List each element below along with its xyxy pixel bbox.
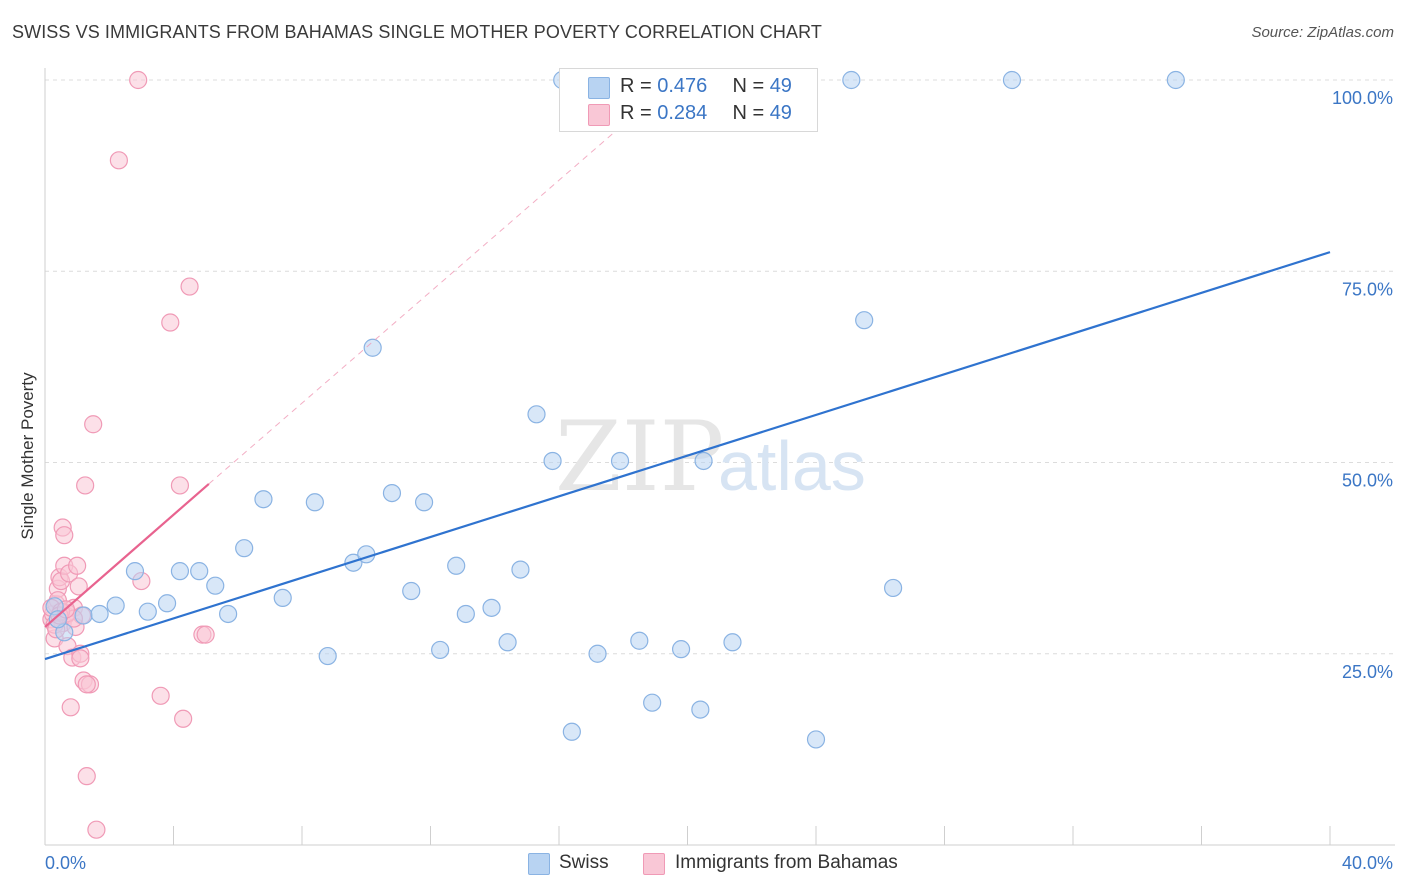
- source-credit: Source: ZipAtlas.com: [1251, 24, 1394, 41]
- chart-title: SWISS VS IMMIGRANTS FROM BAHAMAS SINGLE …: [12, 22, 822, 42]
- bahamas-point: [69, 577, 88, 596]
- swiss-point: [806, 730, 826, 749]
- bahamas-point: [55, 526, 74, 545]
- swiss-point: [447, 556, 466, 575]
- bahamas-point: [109, 151, 128, 170]
- swiss-point: [219, 604, 238, 624]
- swiss-point: [610, 451, 630, 471]
- swiss-point: [723, 633, 742, 652]
- swiss-point: [273, 588, 292, 608]
- swiss-point: [125, 562, 145, 581]
- bahamas-trend-line: [44, 483, 210, 628]
- swiss-point: [671, 640, 691, 659]
- bahamas-point: [196, 625, 215, 644]
- swiss-point: [170, 562, 190, 581]
- swiss-point: [498, 633, 517, 652]
- y-tick-label-50: 50.0%: [1342, 471, 1393, 491]
- swiss-point: [431, 640, 450, 660]
- swiss-point: [138, 602, 157, 621]
- swiss-point: [106, 596, 125, 615]
- swiss-r-value: 0.476: [657, 75, 708, 97]
- swiss-point: [588, 644, 607, 663]
- bahamas-n-label: N =: [732, 102, 765, 124]
- tick-labels: 25.0% 50.0% 75.0% 100.0% 0.0% 40.0%: [45, 88, 1393, 873]
- swiss-point: [74, 606, 93, 625]
- swiss-point: [206, 576, 225, 595]
- swiss-point: [630, 631, 649, 650]
- axis-layer: [44, 68, 1395, 846]
- swiss-point: [883, 578, 903, 598]
- swiss-point: [414, 493, 434, 512]
- bahamas-point: [161, 313, 180, 332]
- y-axis-label: Single Mother Poverty: [18, 372, 37, 540]
- swiss-point: [527, 405, 546, 424]
- bahamas-r-value: 0.284: [657, 102, 708, 124]
- swiss-point: [562, 722, 581, 741]
- bahamas-stats-row: R = 0.284 N = 49: [620, 102, 792, 124]
- swiss-swatch: [588, 77, 610, 99]
- swiss-point: [855, 311, 874, 330]
- bahamas-n-value: 49: [769, 102, 792, 124]
- bahamas-r-label: R =: [620, 102, 652, 124]
- swiss-point: [482, 598, 501, 617]
- swiss-r-label: R =: [620, 75, 652, 97]
- bahamas-point: [76, 476, 95, 495]
- bahamas-point: [77, 767, 96, 786]
- swiss-point: [643, 693, 662, 712]
- bahamas-point: [129, 70, 148, 90]
- bahamas-swatch: [588, 104, 610, 126]
- swiss-point: [254, 490, 273, 509]
- swiss-points: [45, 70, 1185, 749]
- swiss-point: [1002, 70, 1022, 90]
- bahamas-point: [84, 415, 103, 434]
- swiss-point: [382, 484, 402, 503]
- bahamas-point: [77, 675, 96, 694]
- bahamas-point: [170, 476, 190, 495]
- legend-swiss-swatch: [528, 853, 550, 875]
- x-tick-label-max: 40.0%: [1342, 853, 1393, 873]
- bahamas-points: [42, 70, 215, 839]
- swiss-point: [456, 604, 475, 624]
- bahamas-trend-extension: [208, 110, 640, 485]
- bahamas-point: [174, 709, 193, 728]
- watermark-atlas: atlas: [718, 427, 866, 505]
- swiss-point: [691, 700, 710, 719]
- trend-layer: [44, 110, 1331, 661]
- legend-swiss-label: Swiss: [559, 852, 609, 873]
- swiss-point: [344, 553, 363, 572]
- swiss-point: [511, 560, 530, 579]
- swiss-point: [318, 646, 337, 666]
- swiss-n-label: N =: [732, 75, 765, 97]
- swiss-point: [402, 581, 421, 601]
- bahamas-point: [180, 277, 199, 296]
- swiss-point: [842, 70, 861, 90]
- legend-bahamas-swatch: [643, 853, 665, 875]
- swiss-point: [1166, 70, 1185, 90]
- y-tick-label-100: 100.0%: [1332, 88, 1393, 108]
- swiss-point: [305, 493, 324, 512]
- y-tick-label-75: 75.0%: [1342, 279, 1393, 299]
- bahamas-point: [151, 686, 170, 705]
- bahamas-point: [87, 820, 106, 839]
- y-tick-label-25: 25.0%: [1342, 662, 1393, 682]
- swiss-trend-line: [44, 251, 1331, 661]
- swiss-stats-row: R = 0.476 N = 49: [620, 75, 792, 97]
- swiss-point: [157, 594, 177, 613]
- swiss-point: [90, 604, 109, 624]
- bahamas-point: [71, 649, 90, 668]
- correlation-legend: R = 0.476 N = 49 R = 0.284 N = 49: [559, 68, 818, 132]
- grid-layer: [45, 79, 1395, 655]
- swiss-n-value: 49: [769, 75, 792, 97]
- swiss-point: [48, 610, 67, 629]
- swiss-point: [235, 539, 254, 558]
- swiss-point: [363, 338, 382, 357]
- swiss-point: [543, 451, 562, 471]
- swiss-point: [190, 562, 209, 581]
- legend-bahamas-label: Immigrants from Bahamas: [675, 852, 898, 873]
- bahamas-point: [61, 698, 80, 717]
- bahamas-point: [68, 556, 87, 575]
- swiss-point: [694, 451, 713, 471]
- x-tick-label-min: 0.0%: [45, 853, 86, 873]
